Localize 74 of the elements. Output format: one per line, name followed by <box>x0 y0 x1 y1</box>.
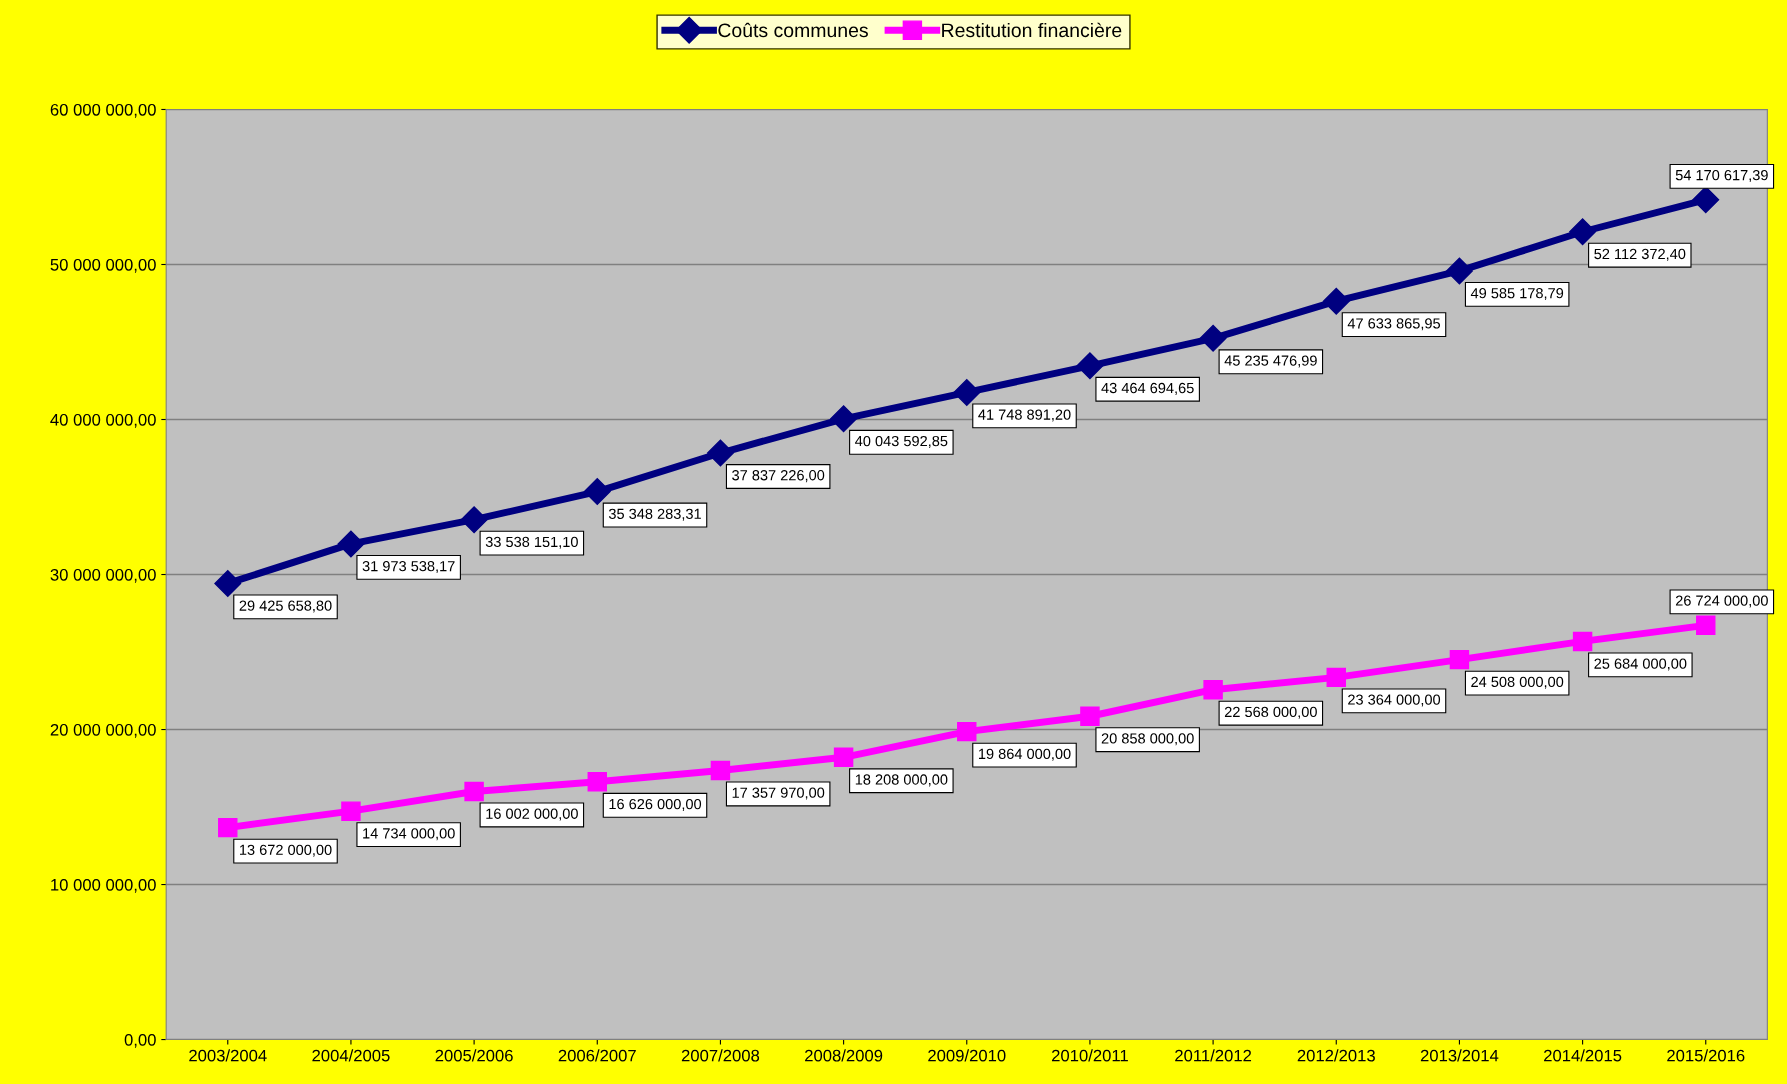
data-label: 31 973 538,17 <box>362 560 455 574</box>
point <box>1199 324 1227 352</box>
data-label: 25 684 000,00 <box>1594 658 1687 671</box>
point <box>953 378 981 406</box>
data-label: 14 734 000,00 <box>363 828 455 841</box>
legend-label: Restitution financière <box>942 22 1122 38</box>
x-tick-label: 2007/2008 <box>681 1049 760 1062</box>
x-tick-label: 2004/2005 <box>312 1049 390 1062</box>
x-tick-label: 2013/2014 <box>1420 1049 1499 1062</box>
point <box>337 530 365 558</box>
data-label: 24 508 000,00 <box>1471 676 1564 689</box>
data-label: 52 112 372,40 <box>1594 248 1686 261</box>
point <box>1572 631 1593 652</box>
data-label: 22 568 000,00 <box>1224 706 1317 719</box>
data-label: 26 724 000,00 <box>1675 595 1768 608</box>
data-label: 13 672 000,00 <box>240 844 332 857</box>
x-tick-label: 2003/2004 <box>189 1049 267 1062</box>
point <box>587 772 607 792</box>
data-label: 18 208 000,00 <box>855 774 948 787</box>
x-tick-label: 2010/2011 <box>1052 1049 1128 1062</box>
y-tick-label: 40 000 000,00 <box>50 413 156 428</box>
data-label: 40 043 592,85 <box>855 435 948 448</box>
data-label: 41 748 891,20 <box>978 409 1071 422</box>
data-label: 33 538 151,10 <box>485 536 578 549</box>
point <box>460 506 488 534</box>
point <box>830 405 858 433</box>
point <box>1569 218 1597 246</box>
data-label: 35 348 283,31 <box>608 508 701 521</box>
point <box>218 817 238 838</box>
data-label: 49 585 178,79 <box>1470 287 1564 301</box>
data-label: 16 002 000,00 <box>486 808 578 821</box>
data-label: 47 633 865,95 <box>1347 318 1441 331</box>
data-label: 17 357 970,00 <box>732 787 825 800</box>
data-label: 16 626 000,00 <box>609 798 702 811</box>
x-tick-label: 2011/2012 <box>1175 1049 1252 1062</box>
point <box>710 760 731 781</box>
data-label: 29 425 658,80 <box>239 600 332 613</box>
y-tick-label: 20 000 000,00 <box>50 723 156 738</box>
y-tick-label: 60 000 000,00 <box>50 103 156 118</box>
point <box>706 439 734 467</box>
y-tick-label: 50 000 000,00 <box>50 258 156 273</box>
y-tick-label: 10 000 000,00 <box>51 878 156 893</box>
point <box>1445 257 1473 285</box>
x-tick-label: 2014/2015 <box>1544 1049 1622 1062</box>
y-tick-label: 30 000 000,00 <box>50 568 156 583</box>
y-tick-label: 0,00 <box>124 1033 156 1048</box>
point <box>1449 649 1470 670</box>
x-tick-label: 2012/2013 <box>1297 1049 1375 1062</box>
point <box>833 747 854 768</box>
x-tick-label: 2005/2006 <box>435 1049 513 1062</box>
point <box>1080 706 1100 726</box>
data-label: 43 464 694,65 <box>1101 382 1194 395</box>
point <box>1322 287 1350 315</box>
point <box>214 569 242 597</box>
data-label: 23 364 000,00 <box>1348 694 1441 707</box>
data-label: 20 858 000,00 <box>1101 733 1194 746</box>
point <box>1326 667 1346 688</box>
x-tick-label: 2009/2010 <box>928 1049 1006 1062</box>
x-tick-label: 2006/2007 <box>558 1049 636 1062</box>
data-label: 54 170 617,39 <box>1675 169 1768 183</box>
point <box>957 721 977 742</box>
point <box>1696 615 1716 636</box>
point <box>341 801 361 821</box>
legend-label: Coûts communes <box>718 22 868 38</box>
point <box>583 478 611 506</box>
point <box>1692 186 1720 214</box>
data-label: 37 837 226,00 <box>732 470 825 483</box>
point <box>1203 680 1223 700</box>
x-tick-label: 2008/2009 <box>805 1049 883 1062</box>
x-tick-label: 2015/2016 <box>1667 1049 1745 1062</box>
data-label: 45 235 476,99 <box>1224 355 1317 368</box>
point <box>464 781 484 802</box>
point <box>1076 352 1104 380</box>
data-label: 19 864 000,00 <box>978 748 1071 761</box>
